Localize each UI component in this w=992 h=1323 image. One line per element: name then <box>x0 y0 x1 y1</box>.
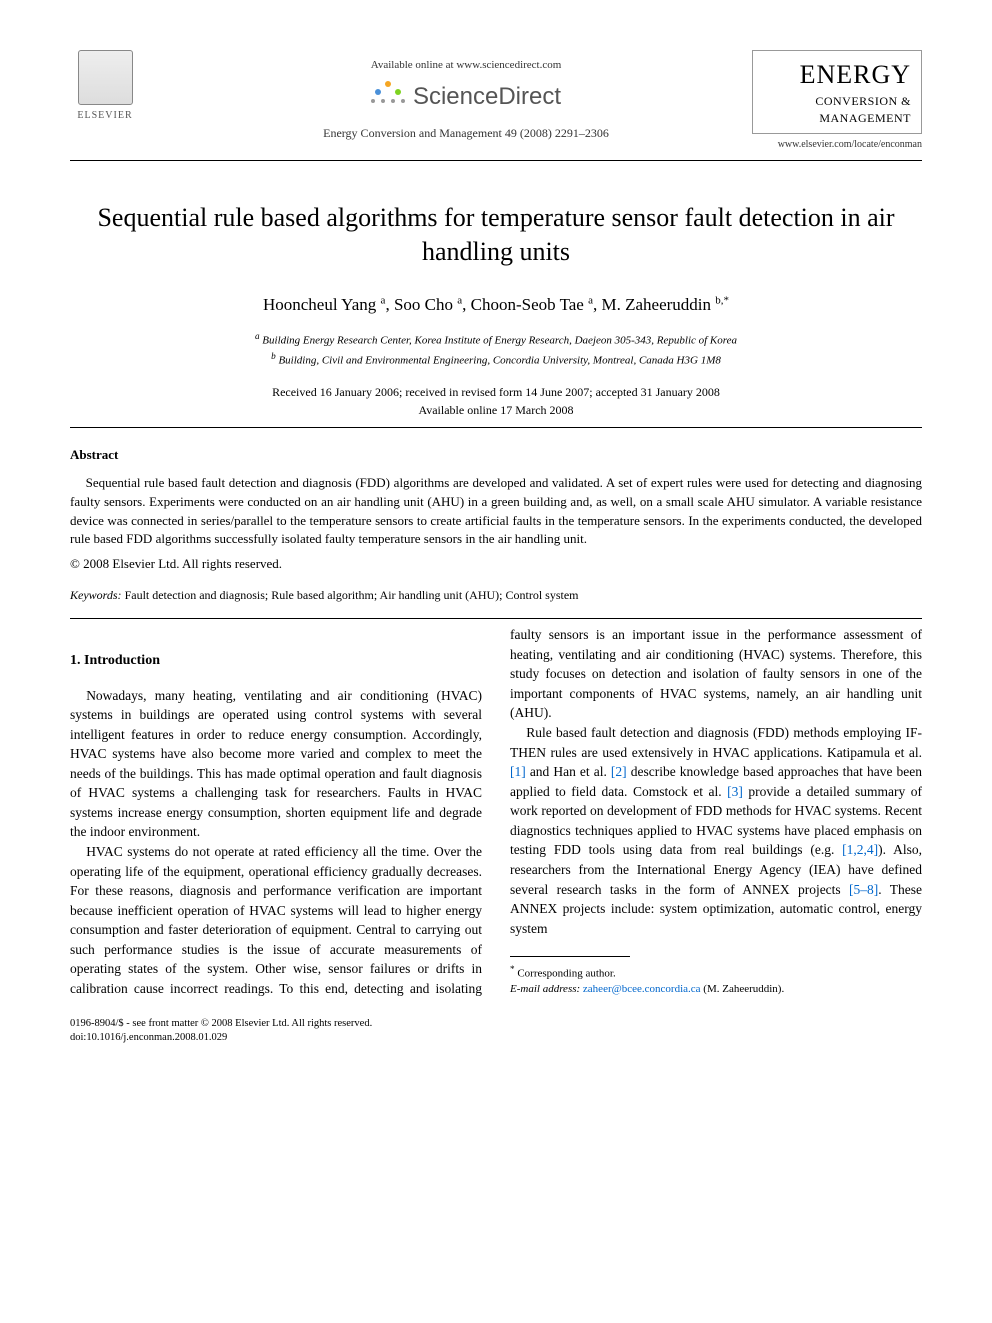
abstract-heading: Abstract <box>70 446 922 464</box>
affiliation-b: b Building, Civil and Environmental Engi… <box>70 350 922 369</box>
ref-link-3[interactable]: [3] <box>727 784 743 799</box>
elsevier-label: ELSEVIER <box>77 109 132 123</box>
post-abstract-rule <box>70 618 922 619</box>
elsevier-logo: ELSEVIER <box>70 50 140 130</box>
corresponding-email-link[interactable]: zaheer@bcee.concordia.ca <box>583 983 701 995</box>
journal-name-line1: ENERGY <box>763 57 911 93</box>
front-matter-line: 0196-8904/$ - see front matter © 2008 El… <box>70 1017 922 1032</box>
dates-received: Received 16 January 2006; received in re… <box>70 383 922 401</box>
available-online-text: Available online at www.sciencedirect.co… <box>180 58 752 73</box>
journal-logo-box: ENERGY CONVERSION & MANAGEMENT <box>752 50 922 134</box>
keywords-text: Fault detection and diagnosis; Rule base… <box>125 588 579 602</box>
journal-name-line3: MANAGEMENT <box>763 110 911 127</box>
article-dates: Received 16 January 2006; received in re… <box>70 383 922 419</box>
corresponding-author-footnote: * Corresponding author. E-mail address: … <box>510 963 922 997</box>
footer-meta: 0196-8904/$ - see front matter © 2008 El… <box>70 1017 922 1046</box>
authors-line: Hooncheul Yang a, Soo Cho a, Choon-Seob … <box>70 293 922 317</box>
header-rule <box>70 160 922 161</box>
ref-link-1[interactable]: [1] <box>510 764 526 779</box>
body-columns: 1. Introduction Nowadays, many heating, … <box>70 625 922 998</box>
sciencedirect-logo: ScienceDirect <box>180 79 752 113</box>
affiliations: a Building Energy Research Center, Korea… <box>70 330 922 368</box>
pre-abstract-rule <box>70 427 922 428</box>
intro-para-3: Rule based fault detection and diagnosis… <box>510 723 922 938</box>
keywords-label: Keywords: <box>70 588 122 602</box>
journal-name-line2: CONVERSION & <box>763 93 911 110</box>
intro-para-1: Nowadays, many heating, ventilating and … <box>70 686 482 843</box>
sciencedirect-text: ScienceDirect <box>413 80 561 114</box>
email-suffix: (M. Zaheeruddin). <box>703 983 784 995</box>
header-center: Available online at www.sciencedirect.co… <box>180 50 752 142</box>
keywords-line: Keywords: Fault detection and diagnosis;… <box>70 587 922 604</box>
abstract-copyright: © 2008 Elsevier Ltd. All rights reserved… <box>70 555 922 573</box>
sciencedirect-dots-icon <box>371 79 405 113</box>
journal-url: www.elsevier.com/locate/enconman <box>752 138 922 152</box>
page-header: ELSEVIER Available online at www.science… <box>70 50 922 152</box>
ref-link-2[interactable]: [2] <box>611 764 627 779</box>
email-label: E-mail address: <box>510 983 580 995</box>
publisher-logo-block: ELSEVIER <box>70 50 180 130</box>
affiliation-a: a Building Energy Research Center, Korea… <box>70 330 922 349</box>
abstract-body: Sequential rule based fault detection an… <box>70 474 922 549</box>
journal-logo-block: ENERGY CONVERSION & MANAGEMENT www.elsev… <box>752 50 922 152</box>
elsevier-tree-icon <box>78 50 133 105</box>
corresponding-label: Corresponding author. <box>517 968 615 980</box>
doi-line: doi:10.1016/j.enconman.2008.01.029 <box>70 1031 922 1046</box>
dates-available: Available online 17 March 2008 <box>70 401 922 419</box>
ref-link-58[interactable]: [5–8] <box>849 882 878 897</box>
section-1-heading: 1. Introduction <box>70 651 482 671</box>
article-title: Sequential rule based algorithms for tem… <box>70 201 922 269</box>
journal-reference: Energy Conversion and Management 49 (200… <box>180 125 752 142</box>
ref-link-124[interactable]: [1,2,4] <box>842 842 878 857</box>
footnote-separator <box>510 956 630 957</box>
